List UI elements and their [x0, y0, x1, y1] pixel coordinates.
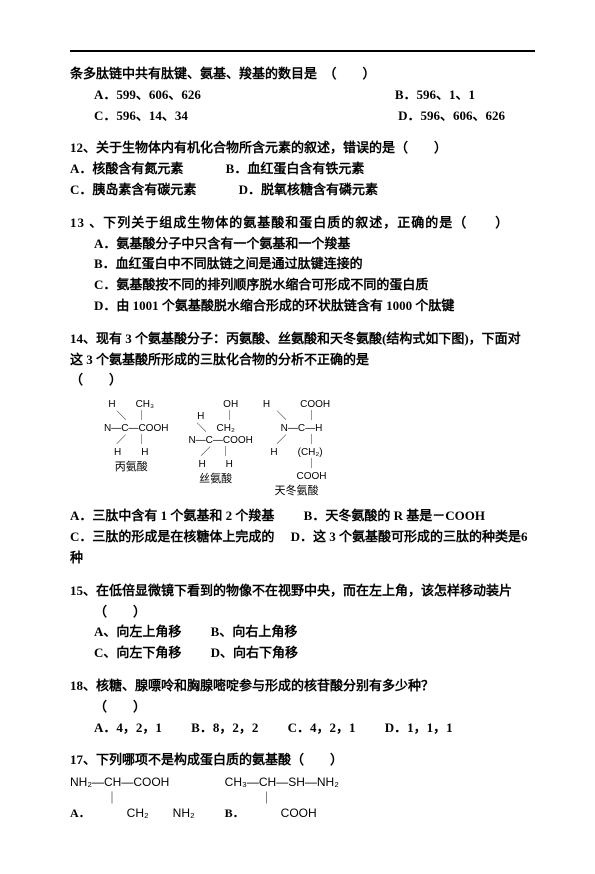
q14-optC: C．三肽的形成是在核糖体上完成的 [70, 529, 274, 544]
q14-paren: （ ） [70, 370, 535, 391]
q17-structB-l1: CH₃—CH—SH—NH₂ [225, 775, 339, 789]
q17-structB: CH₃—CH—SH—NH₂ ｜ B． COOH [225, 775, 339, 822]
q13: 13 、下列关于组成生物体的氨基酸和蛋白质的叙述，正确的是（ ） A．氨基酸分子… [70, 213, 535, 317]
q12: 12、关于生物体内有机化合物所含元素的叙述，错误的是（ ） A．核酸含有氮元素 … [70, 138, 535, 200]
q11-stem: 条多肽链中共有肽键、氨基、羧基的数目是 （ ） [70, 64, 535, 85]
q11-optB: B．596、1、1 [395, 85, 475, 106]
q12-optD: D．脱氧核糖含有磷元素 [239, 182, 378, 197]
q15-optC: C、向左下角移 [94, 645, 181, 660]
q16-optA: A．4，2，1 [94, 720, 162, 735]
q13-optB: B．血红蛋白中不同肽链之间是通过肽键连接的 [94, 254, 535, 275]
q17-structA-l3: CH₂ NH₂ [91, 806, 195, 820]
q14-molecules: H CH₃ ＼ ｜ N—C—COOH ／ ｜ H H 丙氨酸 OH H ｜ ＼ … [94, 399, 535, 498]
q12-optC: C．胰岛素含有碳元素 [70, 182, 196, 197]
q15-optB: B、向右上角移 [211, 624, 298, 639]
q17-labelB: B． [225, 806, 239, 820]
q15-stem: 15、在低倍显微镜下看到的物像不在视野中央，而在左上角，该怎样移动装片 [70, 581, 535, 602]
q16-paren: （ ） [94, 697, 535, 718]
q15-optD: D、向右下角移 [211, 645, 298, 660]
q17-stem: 17、下列哪项不是构成蛋白质的氨基酸（ ） [70, 750, 535, 771]
q16-stem: 18、核糖、腺嘌呤和胸腺嘧啶参与形成的核苷酸分别有多少种？ [70, 676, 535, 697]
q13-optD: D．由 1001 个氨基酸脱水缩合形成的环状肽链含有 1000 个肽键 [94, 296, 535, 317]
q16: 18、核糖、腺嘌呤和胸腺嘧啶参与形成的核苷酸分别有多少种？ （ ） A．4，2，… [70, 676, 535, 738]
q12-optB: B．血红蛋白含有铁元素 [226, 161, 365, 176]
molecule-aspartate: H COOH ＼ ｜ N—C—H ／ ｜ H (CH₂) ｜ COOH 天冬氨酸 [263, 399, 330, 498]
q17-structB-l3: COOH [245, 806, 317, 820]
top-rule [70, 50, 535, 52]
q11-optA: A．599、606、626 [94, 85, 201, 106]
molecule-alanine: H CH₃ ＼ ｜ N—C—COOH ／ ｜ H H 丙氨酸 [94, 399, 168, 498]
q16-optD: D．1，1，1 [385, 720, 453, 735]
q17-labelA: A． [70, 806, 85, 820]
q13-stem: 13 、下列关于组成生物体的氨基酸和蛋白质的叙述，正确的是（ ） [70, 213, 535, 234]
q14-optB: B．天冬氨酸的 R 基是－COOH [304, 508, 485, 523]
q11-optC: C．596、14、34 [94, 106, 188, 127]
q17-structA-l2: ｜ [70, 791, 118, 805]
q14-stem-a: 14、现有 3 个氨基酸分子：丙氨酸、丝氨酸和天冬氨酸(结构式如下图)，下面对 [70, 329, 535, 350]
q17-structB-l2: ｜ [225, 791, 273, 805]
q15-optA: A、向左上角移 [94, 624, 181, 639]
q15: 15、在低倍显微镜下看到的物像不在视野中央，而在左上角，该怎样移动装片 （ ） … [70, 581, 535, 664]
q13-optA: A．氨基酸分子中只含有一个氨基和一个羧基 [94, 234, 535, 255]
q17: 17、下列哪项不是构成蛋白质的氨基酸（ ） NH₂—CH—COOH ｜ A． C… [70, 750, 535, 822]
molecule-serine: OH H ｜ ＼ CH₂ N—C—COOH ／ ｜ H H 丝氨酸 [178, 399, 252, 498]
q16-optC: C．4，2，1 [288, 720, 356, 735]
q14-optA: A．三肽中含有 1 个氨基和 2 个羧基 [70, 508, 274, 523]
q15-paren: （ ） [94, 602, 535, 623]
q13-optC: C．氨基酸按不同的排列顺序脱水缩合可形成不同的蛋白质 [94, 275, 535, 296]
q12-optA: A．核酸含有氮元素 [70, 161, 183, 176]
q17-structA: NH₂—CH—COOH ｜ A． CH₂ NH₂ [70, 775, 195, 822]
q12-stem: 12、关于生物体内有机化合物所含元素的叙述，错误的是（ ） [70, 138, 535, 159]
q17-structA-l1: NH₂—CH—COOH [70, 775, 169, 789]
q14: 14、现有 3 个氨基酸分子：丙氨酸、丝氨酸和天冬氨酸(结构式如下图)，下面对 … [70, 329, 535, 569]
q16-optB: B．8，2，2 [191, 720, 258, 735]
q11-optD: D．596、606、626 [398, 106, 505, 127]
q11-tail: 条多肽链中共有肽键、氨基、羧基的数目是 （ ） A．599、606、626 B．… [70, 64, 535, 126]
q14-stem-b: 这 3 个氨基酸所形成的三肽化合物的分析不正确的是 [70, 350, 535, 371]
